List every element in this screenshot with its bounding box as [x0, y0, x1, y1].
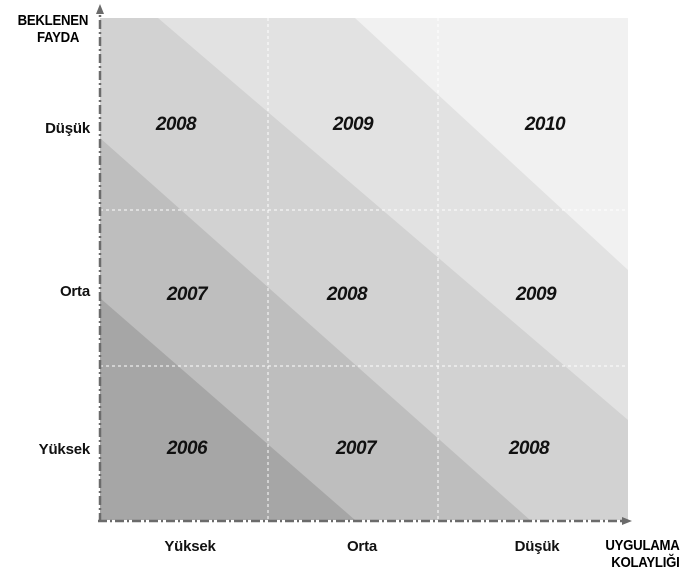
cell-yuksek-yuksek: 2006 — [166, 438, 208, 459]
row-label-orta: Orta — [59, 283, 90, 300]
row-label-yuksek: Yüksek — [38, 441, 91, 458]
cell-dusuk-dusuk: 2010 — [524, 114, 566, 135]
cell-dusuk-orta: 2009 — [332, 114, 374, 135]
cell-yuksek-orta: 2007 — [335, 438, 377, 459]
cell-orta-orta: 2008 — [326, 284, 368, 305]
col-label-yuksek: Yüksek — [164, 538, 216, 555]
y-axis-arrow-icon — [96, 4, 104, 14]
row-label-dusuk: Düşük — [45, 120, 90, 137]
x-axis-arrow-icon — [622, 517, 632, 525]
x-axis-title-text: UYGULAMA KOLAYLIĞI — [605, 537, 680, 571]
y-axis-title-text: BEKLENEN FAYDA — [17, 12, 89, 46]
x-axis-title: UYGULAMA KOLAYLIĞI — [588, 537, 680, 571]
cell-dusuk-yuksek: 2008 — [155, 114, 197, 135]
col-label-orta: Orta — [346, 538, 378, 555]
col-label-dusuk: Düşük — [514, 538, 560, 555]
band-darkest — [100, 298, 355, 520]
cell-orta-dusuk: 2009 — [515, 284, 557, 305]
cell-yuksek-dusuk: 2008 — [508, 438, 550, 459]
cell-orta-yuksek: 2007 — [166, 284, 208, 305]
y-axis-title: BEKLENEN FAYDA — [0, 12, 92, 46]
